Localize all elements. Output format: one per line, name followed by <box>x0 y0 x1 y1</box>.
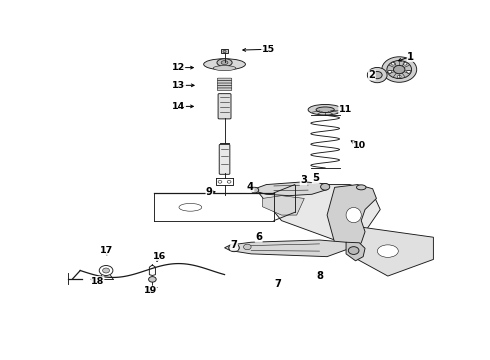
Ellipse shape <box>372 72 382 79</box>
Text: 14: 14 <box>172 102 186 111</box>
FancyBboxPatch shape <box>218 88 232 91</box>
Polygon shape <box>259 185 380 243</box>
Text: 17: 17 <box>99 246 113 255</box>
Text: 4: 4 <box>247 182 254 192</box>
Ellipse shape <box>221 61 228 64</box>
Text: 2: 2 <box>368 70 375 80</box>
Text: 9: 9 <box>206 187 213 197</box>
Circle shape <box>232 246 236 249</box>
FancyBboxPatch shape <box>218 94 231 119</box>
FancyBboxPatch shape <box>218 78 232 81</box>
Circle shape <box>403 62 407 65</box>
Text: 3: 3 <box>300 175 307 185</box>
Text: 19: 19 <box>144 286 157 295</box>
Circle shape <box>229 244 239 252</box>
Ellipse shape <box>308 104 343 115</box>
Polygon shape <box>251 182 327 195</box>
FancyBboxPatch shape <box>218 86 232 88</box>
Polygon shape <box>346 242 365 261</box>
Text: 11: 11 <box>339 105 352 114</box>
Text: 6: 6 <box>255 232 262 242</box>
Circle shape <box>320 184 330 190</box>
Circle shape <box>397 75 401 78</box>
Ellipse shape <box>346 207 361 223</box>
Ellipse shape <box>382 57 416 82</box>
Ellipse shape <box>204 59 245 70</box>
Ellipse shape <box>357 185 366 190</box>
Polygon shape <box>224 240 350 257</box>
Text: 7: 7 <box>274 279 281 289</box>
Text: 1: 1 <box>407 51 414 62</box>
Ellipse shape <box>179 203 202 211</box>
Circle shape <box>392 62 395 65</box>
Polygon shape <box>327 185 376 248</box>
Circle shape <box>99 266 113 275</box>
Text: 18: 18 <box>91 276 104 285</box>
Circle shape <box>102 268 109 273</box>
Ellipse shape <box>377 245 398 257</box>
Circle shape <box>407 70 411 73</box>
Ellipse shape <box>393 66 405 74</box>
Text: 5: 5 <box>312 174 319 184</box>
Circle shape <box>251 187 259 193</box>
Polygon shape <box>335 223 433 276</box>
Circle shape <box>223 50 226 53</box>
Circle shape <box>218 180 222 183</box>
Circle shape <box>227 180 231 183</box>
Ellipse shape <box>280 202 298 212</box>
Ellipse shape <box>387 60 412 78</box>
Ellipse shape <box>213 66 236 71</box>
Ellipse shape <box>316 107 334 112</box>
Polygon shape <box>263 195 304 215</box>
Text: 12: 12 <box>172 63 185 72</box>
FancyBboxPatch shape <box>220 49 228 53</box>
Text: 8: 8 <box>316 271 323 281</box>
Circle shape <box>244 244 251 250</box>
FancyBboxPatch shape <box>219 144 230 174</box>
Text: 15: 15 <box>262 45 275 54</box>
Text: 10: 10 <box>353 141 366 150</box>
Ellipse shape <box>368 67 387 83</box>
Circle shape <box>148 276 156 282</box>
Text: 7: 7 <box>231 240 238 250</box>
Circle shape <box>348 247 359 255</box>
FancyBboxPatch shape <box>218 81 232 83</box>
Ellipse shape <box>217 59 232 67</box>
Text: 16: 16 <box>152 252 166 261</box>
FancyBboxPatch shape <box>218 83 232 86</box>
Circle shape <box>388 70 392 73</box>
Text: 13: 13 <box>172 81 186 90</box>
